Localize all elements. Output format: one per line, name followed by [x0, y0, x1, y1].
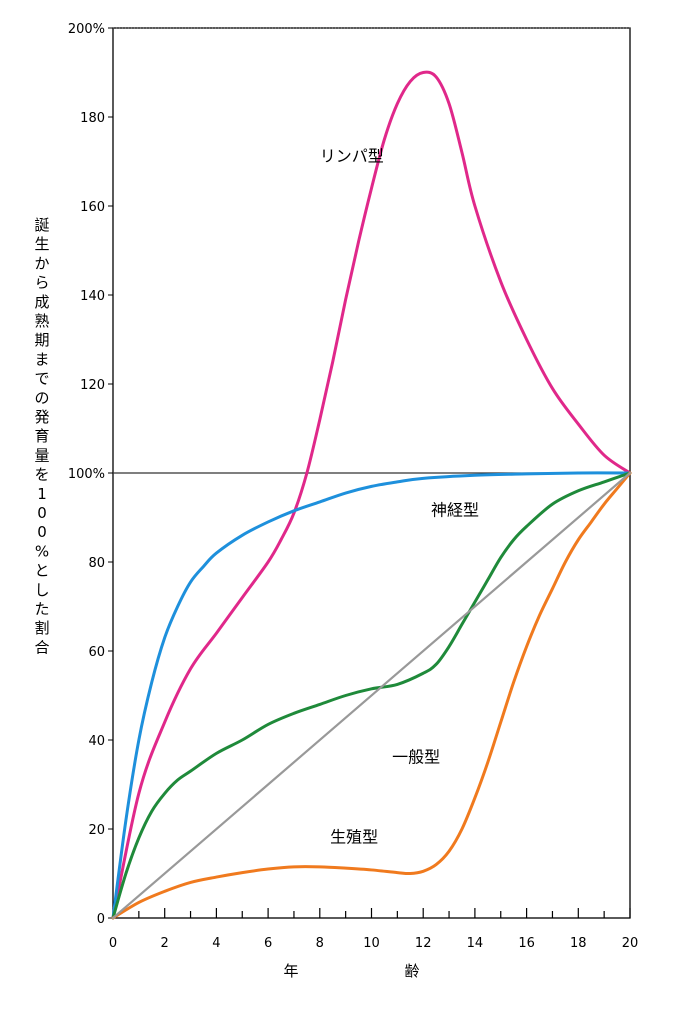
- x-tick-label: 8: [316, 936, 324, 951]
- series-line-lymphoid: [111, 70, 632, 920]
- x-tick-label: 18: [570, 936, 587, 951]
- series-line-neural: [111, 471, 632, 920]
- y-tick-label: 120: [80, 378, 105, 393]
- x-tick-label: 12: [415, 936, 432, 951]
- y-tick-label: 140: [80, 289, 105, 304]
- y-tick-label: 200%: [68, 22, 105, 37]
- series-label-reproductive: 生殖型: [330, 827, 378, 846]
- series-line-diagonal: [111, 471, 632, 920]
- x-tick-label: 14: [467, 936, 484, 951]
- y-tick-label: 100%: [68, 467, 105, 482]
- y-tick-label: 0: [97, 912, 105, 927]
- x-tick-label: 0: [109, 936, 117, 951]
- series-label-lymphoid: リンパ型: [320, 147, 384, 166]
- series-label-general: 一般型: [392, 747, 440, 766]
- series-label-neural: 神経型: [431, 500, 479, 519]
- x-axis-label-nen: 年: [283, 962, 298, 980]
- y-tick-label: 160: [80, 200, 105, 215]
- y-tick-label: 40: [88, 734, 105, 749]
- y-tick-label: 180: [80, 111, 105, 126]
- y-tick-label: 80: [88, 556, 105, 571]
- x-tick-label: 6: [264, 936, 272, 951]
- y-axis-label: 誕生から成熟期までの発育量を 1 0 0 %とした割合: [34, 216, 49, 656]
- y-tick-label: 60: [88, 645, 105, 660]
- series-line-general: [111, 471, 632, 920]
- x-tick-label: 16: [518, 936, 535, 951]
- y-tick-label: 20: [88, 823, 105, 838]
- x-tick-label: 2: [161, 936, 169, 951]
- x-tick-label: 20: [622, 936, 639, 951]
- x-axis-label-rei: 齢: [404, 962, 419, 980]
- series-line-reproductive: [111, 471, 632, 920]
- x-tick-label: 10: [363, 936, 380, 951]
- x-tick-label: 4: [212, 936, 220, 951]
